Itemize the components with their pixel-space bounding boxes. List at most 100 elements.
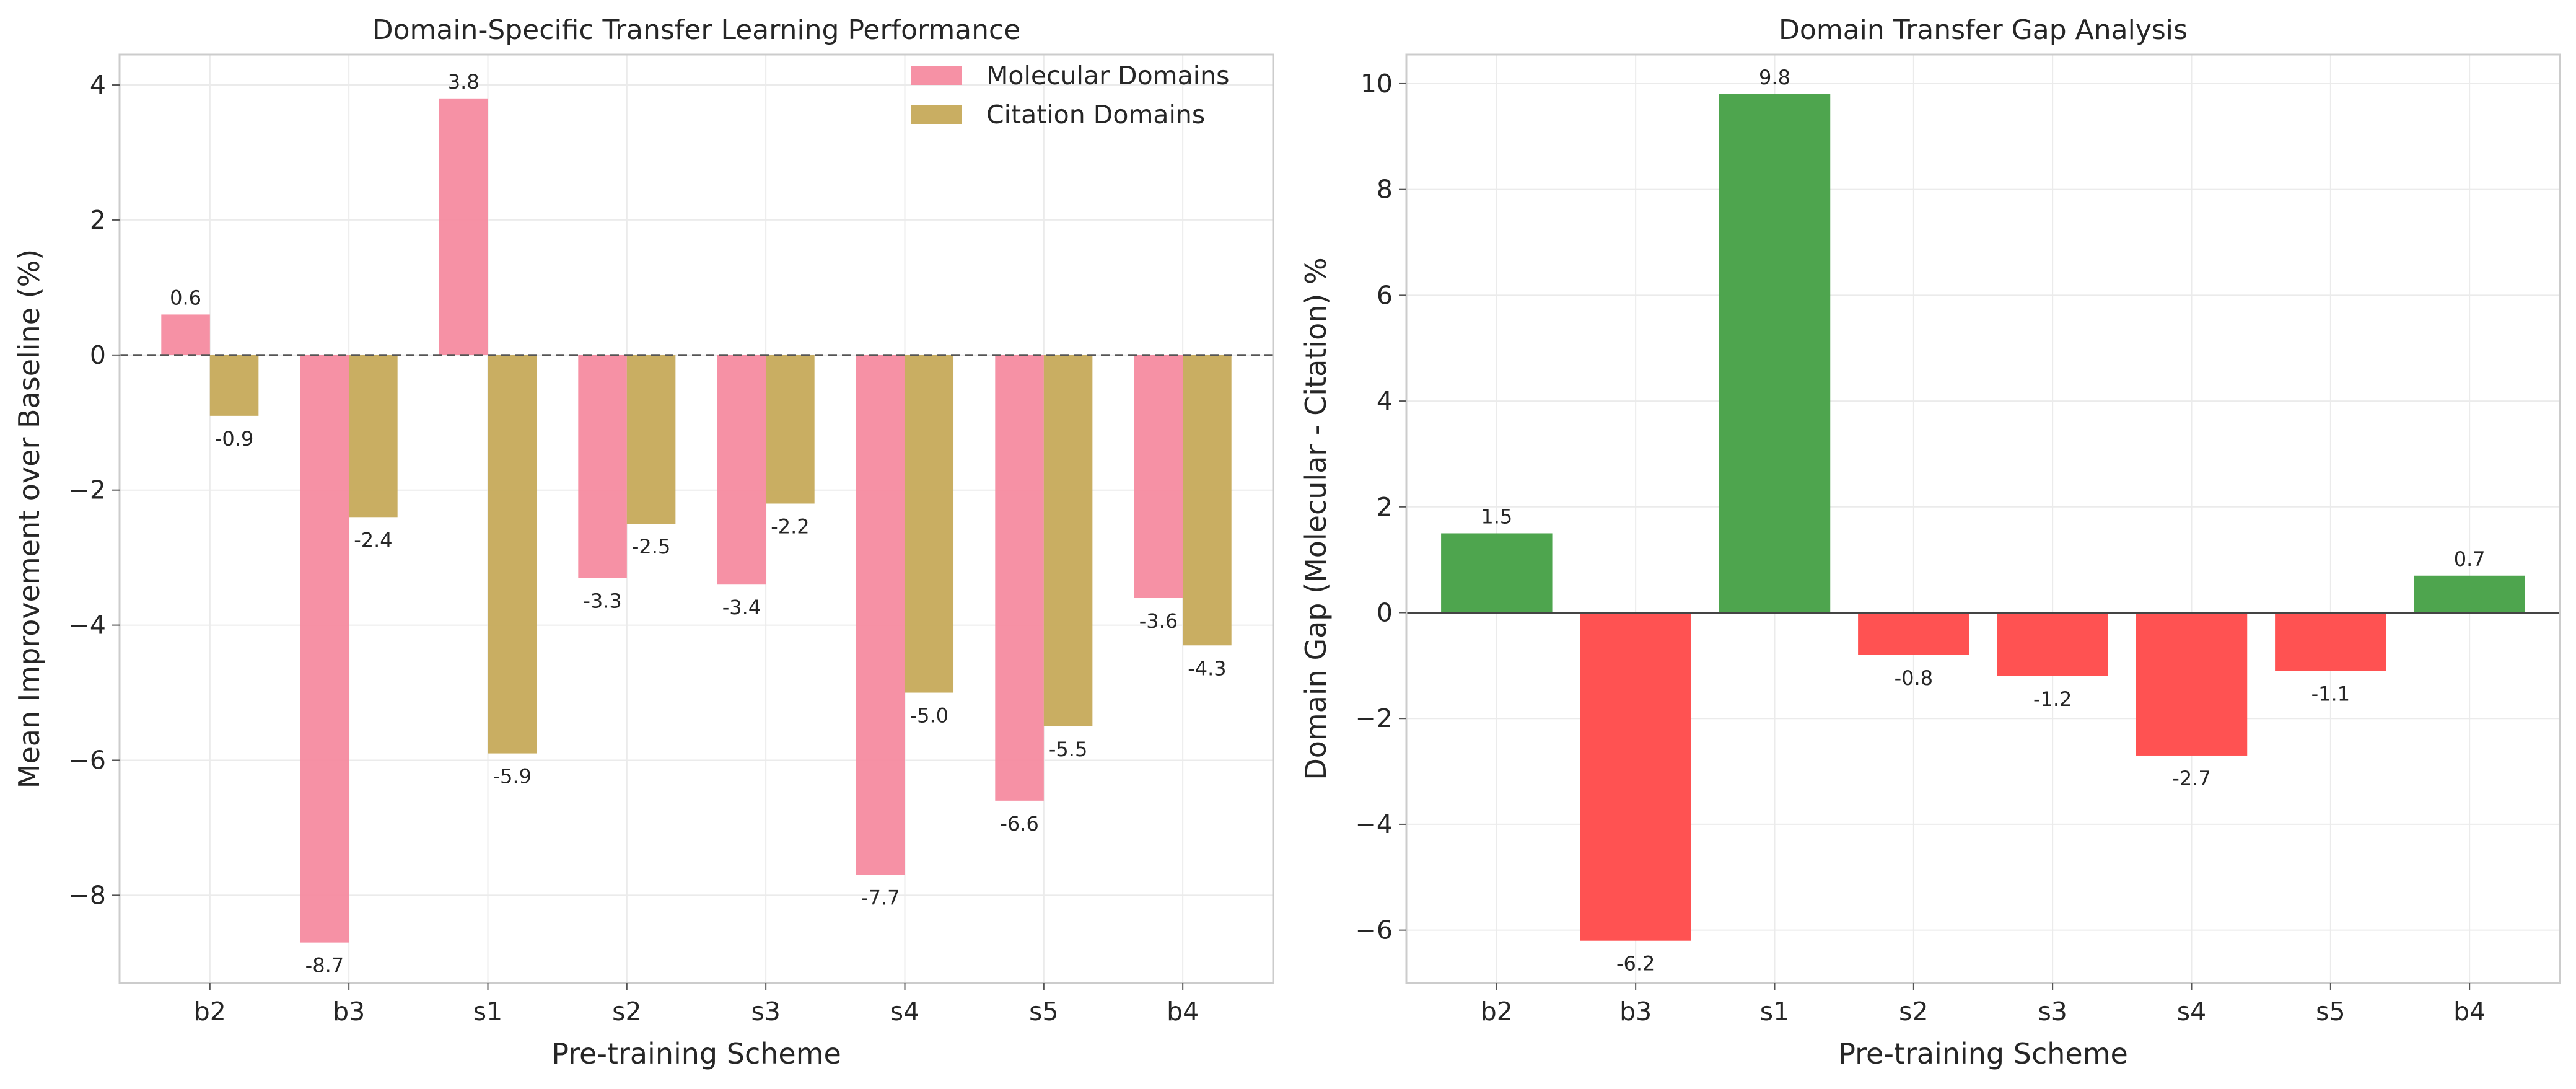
y-tick-label: −8: [69, 880, 106, 910]
chart-gap-analysis: 1.5 -6.2 9.8 -0.8 -1.2 -2.7 -1.1 0.7 −6 −4 −2 0 2 4 6…: [1299, 14, 2561, 1070]
bar-citation-domains-s5: [1043, 355, 1093, 727]
bar-molecular-domains-s1: [439, 98, 488, 355]
x-tick-label-s5: s5: [1029, 997, 1058, 1026]
bar-gap-s2: [1858, 612, 1969, 655]
x-tick-label-b4: b4: [2453, 997, 2486, 1026]
bar-value-label: -3.3: [583, 589, 621, 612]
bar-value-label: -3.4: [722, 596, 761, 619]
bar-value-label: 1.5: [1481, 505, 1512, 528]
y-tick-label: −6: [1356, 915, 1393, 945]
x-tick-label-s3: s3: [2038, 997, 2067, 1026]
x-axis-label-left: Pre-training Scheme: [551, 1037, 841, 1070]
bar-citation-domains-b3: [349, 355, 398, 518]
x-tick-label-b3: b3: [1619, 997, 1652, 1026]
x-tick-label-b2: b2: [194, 997, 226, 1026]
x-ticks-left: b2 b3 s1 s2 s3 s4 s5 b4: [194, 983, 1199, 1026]
bar-citation-domains-s1: [488, 355, 537, 754]
bars-right: [1441, 94, 2525, 941]
x-tick-label-s2: s2: [1899, 997, 1928, 1026]
y-tick-label: 2: [1377, 492, 1393, 522]
bar-gap-s5: [2275, 612, 2386, 671]
bar-molecular-domains-s3: [717, 355, 766, 585]
y-tick-label: −2: [69, 475, 106, 505]
x-tick-label-s2: s2: [612, 997, 641, 1026]
plot-area-left: [120, 55, 1273, 983]
bar-citation-domains-b4: [1183, 355, 1232, 646]
y-tick-label: −6: [69, 745, 106, 775]
bar-value-label: -2.5: [632, 535, 670, 558]
bar-value-label: -1.2: [2033, 687, 2072, 711]
y-tick-label: 4: [1377, 386, 1393, 416]
bar-value-label: -7.7: [861, 886, 900, 910]
bar-value-label: -1.1: [2311, 682, 2350, 705]
legend-label-molecular-domains: Molecular Domains: [986, 61, 1229, 90]
bar-value-label: 3.8: [448, 70, 480, 94]
bar-molecular-domains-b4: [1134, 355, 1183, 599]
bar-molecular-domains-b3: [300, 355, 349, 943]
x-tick-label-s4: s4: [890, 997, 919, 1026]
bar-value-label: -4.3: [1188, 656, 1226, 680]
y-tick-label: −4: [69, 611, 106, 640]
y-tick-label: 10: [1360, 69, 1393, 99]
x-ticks-right: b2 b3 s1 s2 s3 s4 s5 b4: [1481, 983, 2486, 1026]
y-axis-label-left: Mean Improvement over Baseline (%): [12, 249, 46, 788]
bar-value-label: -6.2: [1616, 952, 1655, 976]
y-tick-label: 8: [1377, 175, 1393, 205]
y-tick-label: 0: [90, 340, 106, 370]
bar-value-label: 0.6: [170, 286, 201, 309]
x-tick-label-s5: s5: [2316, 997, 2345, 1026]
bar-value-label: 9.8: [1759, 66, 1790, 89]
bar-molecular-domains-s2: [578, 355, 627, 578]
legend-left: Molecular Domains Citation Domains: [911, 61, 1229, 130]
bar-value-label: -6.6: [1000, 812, 1038, 835]
bar-citation-domains-b2: [209, 355, 259, 416]
bar-gap-b4: [2414, 575, 2525, 613]
bar-molecular-domains-s4: [856, 355, 905, 875]
bar-citation-domains-s3: [766, 355, 815, 504]
x-axis-label-right: Pre-training Scheme: [1838, 1037, 2128, 1070]
bar-labels-right: 1.5 -6.2 9.8 -0.8 -1.2 -2.7 -1.1 0.7: [1481, 66, 2485, 976]
x-tick-label-s1: s1: [1760, 997, 1789, 1026]
bar-value-label: -3.6: [1139, 609, 1178, 633]
x-tick-label-b2: b2: [1481, 997, 1513, 1026]
bar-gap-s3: [1997, 612, 2108, 676]
bar-gap-b2: [1441, 533, 1553, 613]
x-tick-label-b3: b3: [333, 997, 365, 1026]
bar-gap-s4: [2136, 612, 2248, 756]
y-ticks-right: −6 −4 −2 0 2 4 6 8 10: [1356, 69, 1406, 945]
bar-citation-domains-s4: [905, 355, 954, 693]
legend-swatch-citation-domains: [911, 105, 962, 124]
x-tick-label-b4: b4: [1167, 997, 1199, 1026]
bar-value-label: -5.9: [493, 765, 532, 788]
chart-transfer-performance: 0.6 -8.7 3.8 -3.3 -3.4 -7.7 -6.6 -3.6 -0.9 -2.4 -5…: [12, 14, 1274, 1070]
bar-molecular-domains-s5: [995, 355, 1044, 801]
y-tick-label: 4: [90, 70, 106, 100]
legend-swatch-molecular-domains: [911, 66, 962, 85]
bar-molecular-domains-b2: [161, 314, 210, 355]
chart-title-left: Domain-Specific Transfer Learning Perfor…: [372, 14, 1021, 46]
y-tick-label: 2: [90, 205, 106, 235]
bar-value-label: 0.7: [2454, 547, 2486, 571]
y-tick-label: 6: [1377, 280, 1393, 310]
bars-left: [161, 98, 1232, 943]
x-tick-label-s1: s1: [473, 997, 502, 1026]
bar-value-label: -5.0: [910, 704, 948, 728]
y-tick-label: −4: [1356, 809, 1393, 839]
bar-value-label: -0.9: [215, 427, 253, 451]
bar-value-label: -5.5: [1049, 738, 1087, 761]
legend-label-citation-domains: Citation Domains: [986, 100, 1205, 130]
chart-title-right: Domain Transfer Gap Analysis: [1779, 14, 2188, 46]
y-tick-label: 0: [1377, 598, 1393, 628]
bar-value-label: -8.7: [305, 954, 344, 977]
bar-labels-left: 0.6 -8.7 3.8 -3.3 -3.4 -7.7 -6.6 -3.6 -0.9 -2.4 -5…: [170, 70, 1227, 977]
bar-value-label: -2.7: [2172, 767, 2210, 790]
bar-value-label: -0.8: [1895, 666, 1933, 690]
y-axis-label-right: Domain Gap (Molecular - Citation) %: [1299, 257, 1333, 780]
x-tick-label-s4: s4: [2177, 997, 2206, 1026]
x-tick-label-s3: s3: [751, 997, 780, 1026]
plot-area-right: [1406, 55, 2560, 983]
bar-value-label: -2.4: [354, 528, 392, 552]
y-ticks-left: −8 −6 −4 −2 0 2 4: [69, 70, 120, 910]
bar-gap-b3: [1580, 612, 1691, 941]
